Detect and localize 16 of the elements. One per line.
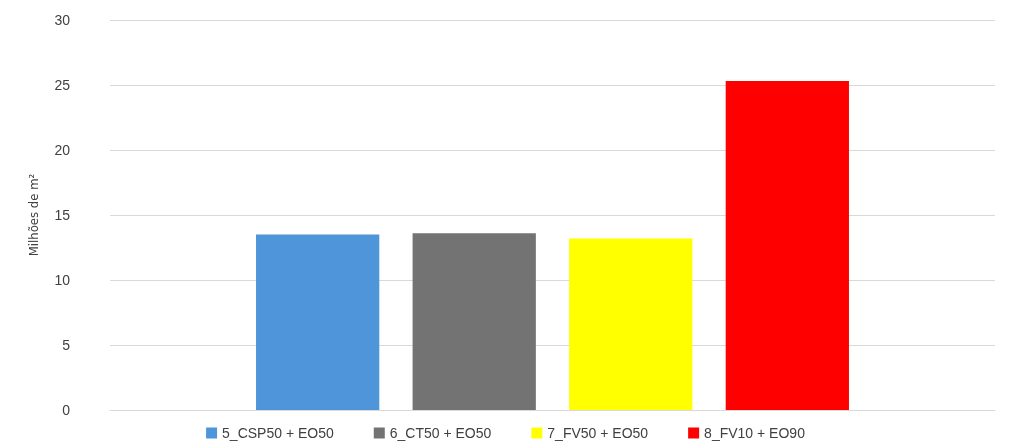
bar — [725, 81, 849, 410]
y-tick-label: 0 — [62, 402, 71, 418]
legend-label: 8_FV10 + EO90 — [704, 425, 806, 441]
bar — [412, 233, 536, 410]
legend-label: 7_FV50 + EO50 — [547, 425, 649, 441]
bar — [569, 238, 693, 410]
y-tick-label: 15 — [54, 207, 71, 223]
bar — [256, 234, 380, 410]
y-tick-label: 10 — [54, 272, 71, 288]
y-tick-label: 30 — [54, 12, 71, 28]
y-tick-label: 25 — [54, 77, 71, 93]
y-tick-label: 20 — [54, 142, 71, 158]
y-tick-label: 5 — [62, 337, 71, 353]
legend-label: 5_CSP50 + EO50 — [222, 425, 334, 441]
legend-label: 6_CT50 + EO50 — [389, 425, 492, 441]
y-axis-title: Milhões de m² — [26, 173, 41, 257]
